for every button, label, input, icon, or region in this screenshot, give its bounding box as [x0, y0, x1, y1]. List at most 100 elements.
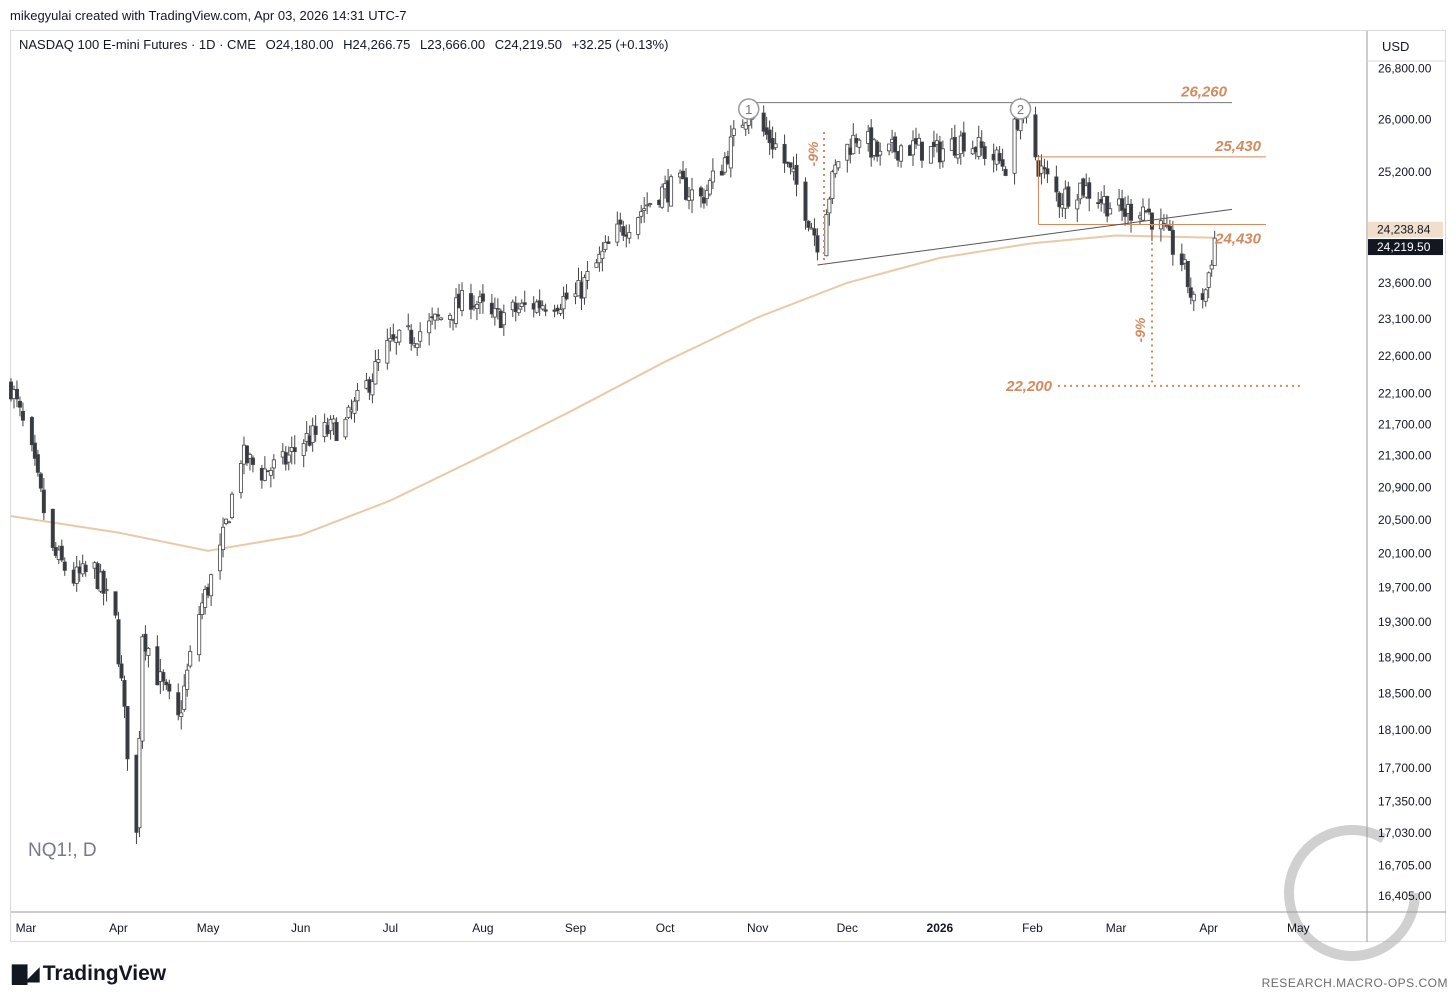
candle-body: [271, 459, 276, 469]
y-tick-label: 18,900.00: [1378, 650, 1432, 664]
y-tick-label: 21,300.00: [1378, 449, 1432, 463]
candle-body: [397, 329, 402, 343]
candle-body: [669, 176, 674, 207]
candle-body: [385, 340, 390, 364]
y-tick-label: 22,100.00: [1378, 386, 1432, 400]
x-tick-label: Dec: [837, 921, 858, 935]
y-tick-label: 22,600.00: [1378, 349, 1432, 363]
candle-body: [313, 425, 318, 435]
candle-body: [185, 669, 190, 690]
y-tick-label: 20,100.00: [1378, 546, 1432, 560]
candle-body: [448, 314, 453, 320]
candle-body: [516, 308, 521, 314]
peak-marker-1-number: 1: [745, 102, 752, 117]
candle-body: [513, 302, 518, 312]
candle-body: [50, 508, 55, 548]
ma-price-label: 24,238.84: [1377, 223, 1431, 237]
legend-change: +32.25 (+0.13%): [571, 37, 669, 52]
candle-body: [836, 161, 841, 169]
candle-body: [1170, 229, 1175, 255]
candle-body: [719, 170, 724, 176]
candle-body: [979, 141, 984, 149]
candle-body: [137, 737, 142, 829]
candle-body: [161, 672, 166, 682]
candle-body: [1191, 293, 1196, 302]
candle-body: [955, 154, 960, 159]
y-tick-label: 16,405.00: [1378, 889, 1432, 903]
candle-body: [119, 663, 124, 679]
candle-body: [376, 358, 381, 363]
legend-instrument: NASDAQ 100 E-mini Futures · 1D · CME: [19, 37, 256, 52]
tradingview-wordmark: TradingView: [42, 961, 167, 985]
candle-body: [1003, 168, 1008, 176]
candle-body: [830, 171, 835, 199]
candle-body: [209, 574, 214, 597]
candle-body: [1045, 168, 1050, 175]
candle-body: [17, 400, 22, 408]
candle-body: [827, 198, 832, 214]
candle-body: [878, 150, 883, 156]
x-tick-label: Feb: [1022, 921, 1043, 935]
candle-body: [474, 303, 479, 309]
peak-marker-1-circle: [737, 98, 760, 120]
candle-body: [238, 463, 243, 493]
y-tick-label: 17,350.00: [1378, 795, 1432, 809]
x-tick-label: May: [197, 921, 220, 935]
tradingview-logo[interactable]: ▇◢ TradingView: [12, 961, 166, 986]
candle-body: [1188, 287, 1193, 298]
candle-body: [1185, 261, 1190, 288]
ma-price-tag: [1368, 221, 1443, 238]
x-tick-label: 2026: [927, 921, 954, 935]
candle-body: [606, 241, 611, 244]
candle-body: [1042, 167, 1047, 170]
candle-body: [928, 146, 933, 164]
peak-marker-2-circle: [1009, 98, 1032, 120]
candle-body: [1140, 206, 1145, 221]
currency-selector[interactable]: USD: [1368, 31, 1445, 61]
candle-body: [782, 143, 787, 164]
legend-low: L23,666.00: [420, 37, 486, 52]
candle-body: [433, 313, 438, 321]
x-tick-label: Apr: [1199, 921, 1218, 935]
candle-body: [684, 177, 689, 200]
candle-body: [116, 619, 121, 665]
measure-label-1: -9%: [805, 141, 821, 166]
candle-body: [352, 400, 357, 414]
candle-body: [698, 187, 703, 197]
candle-body: [292, 447, 297, 453]
y-tick-label: 20,900.00: [1378, 481, 1432, 495]
candle-body: [179, 712, 184, 717]
x-tick-label: Mar: [1106, 921, 1127, 935]
candle-body: [982, 146, 987, 159]
candle-body: [887, 143, 892, 152]
candle-body: [468, 293, 473, 310]
candle-body: [492, 307, 497, 318]
last-price-tag: [1368, 239, 1443, 256]
x-tick-label: Oct: [656, 921, 675, 935]
candle-body: [1012, 118, 1017, 174]
x-tick-label: Mar: [16, 921, 37, 935]
candle-body: [41, 489, 46, 514]
x-tick-label: Jun: [291, 921, 310, 935]
candle-body: [59, 545, 64, 561]
candle-body: [773, 143, 778, 149]
measure-label-2: -9%: [1132, 317, 1148, 342]
axes-layer: 26,800.0026,000.0025,200.0024,400.0023,6…: [11, 31, 1446, 942]
trendline: [817, 208, 1233, 266]
candle-body: [1167, 225, 1172, 231]
ohlc-legend: NASDAQ 100 E-mini Futures · 1D · CME O24…: [19, 37, 674, 52]
candle-body: [495, 308, 500, 310]
candle-body: [1054, 176, 1059, 193]
candle-body: [558, 309, 563, 314]
candle-body: [1120, 198, 1125, 211]
candle-body: [104, 589, 109, 592]
candle-body: [224, 518, 229, 524]
candle-body: [701, 197, 706, 204]
candle-body: [29, 417, 34, 446]
candle-body: [585, 271, 590, 281]
candle-body: [221, 526, 226, 550]
candle-body: [961, 132, 966, 152]
y-tick-label: 19,300.00: [1378, 615, 1432, 629]
candle-body: [681, 170, 686, 180]
